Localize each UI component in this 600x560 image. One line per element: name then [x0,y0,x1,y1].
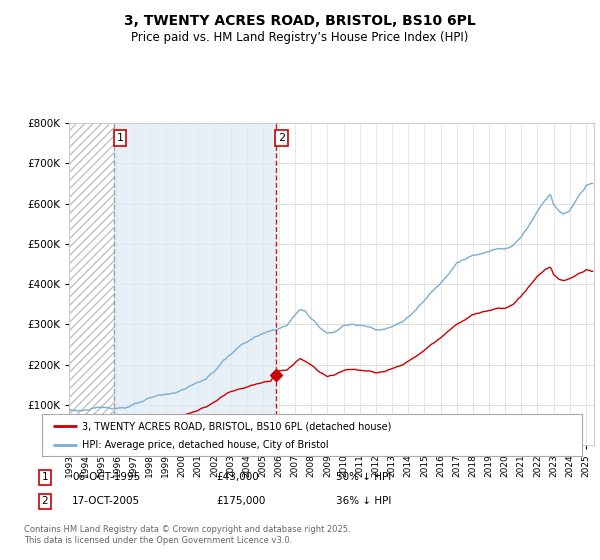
Text: 2: 2 [41,496,49,506]
Text: 1: 1 [116,133,124,143]
Text: 06-OCT-1995: 06-OCT-1995 [72,472,140,482]
Bar [114,123,275,445]
Text: £175,000: £175,000 [216,496,265,506]
Text: 50% ↓ HPI: 50% ↓ HPI [336,472,391,482]
Text: 2: 2 [278,133,285,143]
Text: 3, TWENTY ACRES ROAD, BRISTOL, BS10 6PL (detached house): 3, TWENTY ACRES ROAD, BRISTOL, BS10 6PL … [83,421,392,431]
Text: HPI: Average price, detached house, City of Bristol: HPI: Average price, detached house, City… [83,440,329,450]
Bar [69,123,114,445]
Text: £43,000: £43,000 [216,472,259,482]
Text: 1: 1 [41,472,49,482]
Text: 3, TWENTY ACRES ROAD, BRISTOL, BS10 6PL: 3, TWENTY ACRES ROAD, BRISTOL, BS10 6PL [124,14,476,28]
Text: 17-OCT-2005: 17-OCT-2005 [72,496,140,506]
Text: Price paid vs. HM Land Registry’s House Price Index (HPI): Price paid vs. HM Land Registry’s House … [131,31,469,44]
Text: 36% ↓ HPI: 36% ↓ HPI [336,496,391,506]
Text: Contains HM Land Registry data © Crown copyright and database right 2025.
This d: Contains HM Land Registry data © Crown c… [24,525,350,545]
